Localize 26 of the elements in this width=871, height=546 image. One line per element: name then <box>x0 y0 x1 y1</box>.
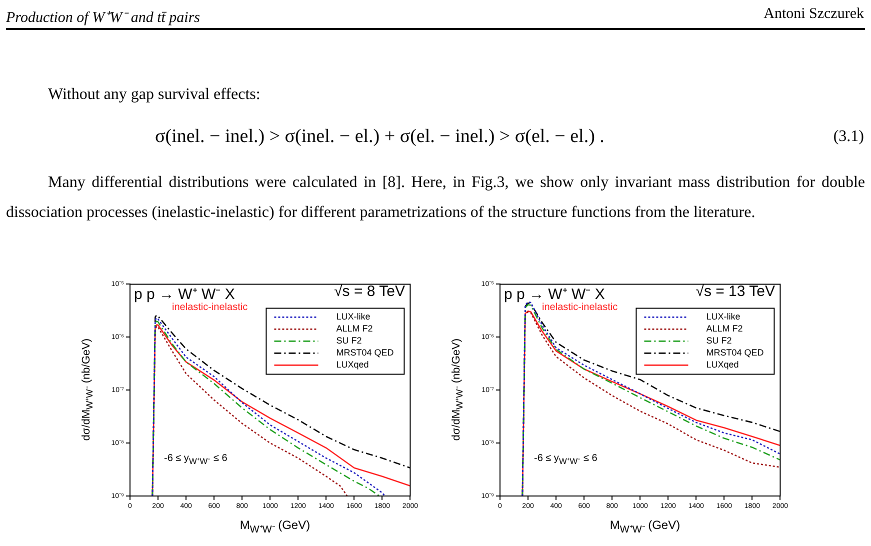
text: Antoni Szczurek <box>764 6 864 23</box>
text: (3.1) <box>833 128 864 146</box>
legend-label: LUXqed <box>706 360 739 370</box>
text: Production of W⁺W⁻ and tt̄ pairs <box>6 9 200 27</box>
legend-label: SU F2 <box>706 336 732 346</box>
text: Many differential distributions were calculated in [8]. Here, in Fig.3, we show only invariant mass distribution for double dissociation processes (inelastic-inelastic) for different parametrizations of the structure functions from the literature. <box>6 173 865 223</box>
legend-label: LUX-like <box>706 312 740 322</box>
legend-label: LUX-like <box>336 312 370 322</box>
legend-label: MRST04 QED <box>336 348 394 358</box>
text: σ(inel. − inel.) > σ(inel. − el.) + σ(el. − inel.) > σ(el. − el.) . <box>155 126 604 148</box>
text: Without any gap survival effects: <box>48 86 260 104</box>
x-axis-title: M$_{W⁺W⁻}$ (GeV) <box>608 518 682 536</box>
annotation: p p → W⁺ W⁻ X <box>134 285 235 303</box>
legend-label: ALLM F2 <box>336 324 373 334</box>
annotation: -6 ≤ y$_{W⁺W⁻}$ ≤ 6 <box>534 453 598 466</box>
annotation: inelastic-inelastic <box>172 302 248 313</box>
legend-label: LUXqed <box>336 360 369 370</box>
annotation: √s = 13 TeV <box>696 283 775 300</box>
legend-label: ALLM F2 <box>706 324 743 334</box>
annotation: -6 ≤ y$_{W⁺W⁻}$ ≤ 6 <box>164 453 228 466</box>
x-axis-title: M$_{W⁺W⁻}$ (GeV) <box>238 518 312 536</box>
legend-label: MRST04 QED <box>706 348 764 358</box>
annotation: √s = 8 TeV <box>334 283 405 300</box>
annotation: p p → W⁺ W⁻ X <box>504 285 605 303</box>
annotation: inelastic-inelastic <box>542 302 618 313</box>
legend-label: SU F2 <box>336 336 362 346</box>
